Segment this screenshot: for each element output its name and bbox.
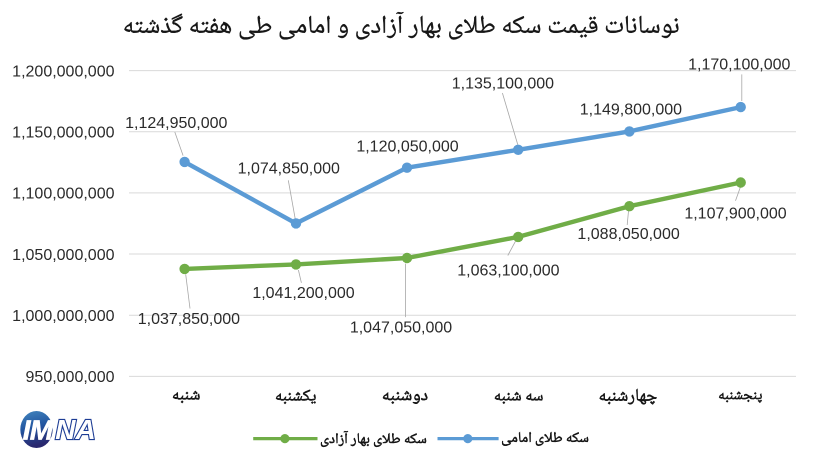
svg-text:1,124,950,000: 1,124,950,000 — [125, 115, 227, 132]
svg-text:1,050,000,000: 1,050,000,000 — [12, 247, 114, 264]
svg-text:1,150,000,000: 1,150,000,000 — [12, 125, 114, 142]
svg-text:1,107,900,000: 1,107,900,000 — [684, 206, 786, 223]
svg-text:1,170,100,000: 1,170,100,000 — [688, 56, 790, 73]
svg-text:1,041,200,000: 1,041,200,000 — [252, 285, 354, 302]
svg-text:1,149,800,000: 1,149,800,000 — [580, 102, 682, 119]
svg-text:950,000,000: 950,000,000 — [26, 369, 115, 386]
svg-text:1,037,850,000: 1,037,850,000 — [138, 311, 240, 328]
svg-text:1,088,050,000: 1,088,050,000 — [577, 226, 679, 243]
svg-text:A: A — [75, 414, 96, 445]
svg-text:1,047,050,000: 1,047,050,000 — [350, 320, 452, 337]
svg-text:1,063,100,000: 1,063,100,000 — [457, 263, 559, 280]
svg-text:N: N — [55, 414, 76, 445]
svg-text:1,135,100,000: 1,135,100,000 — [452, 76, 554, 93]
svg-text:1,120,050,000: 1,120,050,000 — [356, 138, 458, 155]
svg-text:1,000,000,000: 1,000,000,000 — [12, 308, 114, 325]
svg-text:1,074,850,000: 1,074,850,000 — [238, 161, 340, 178]
svg-text:I: I — [23, 415, 32, 446]
svg-text:1,200,000,000: 1,200,000,000 — [12, 63, 114, 80]
svg-text:M: M — [30, 415, 54, 446]
svg-text:1,100,000,000: 1,100,000,000 — [12, 186, 114, 203]
